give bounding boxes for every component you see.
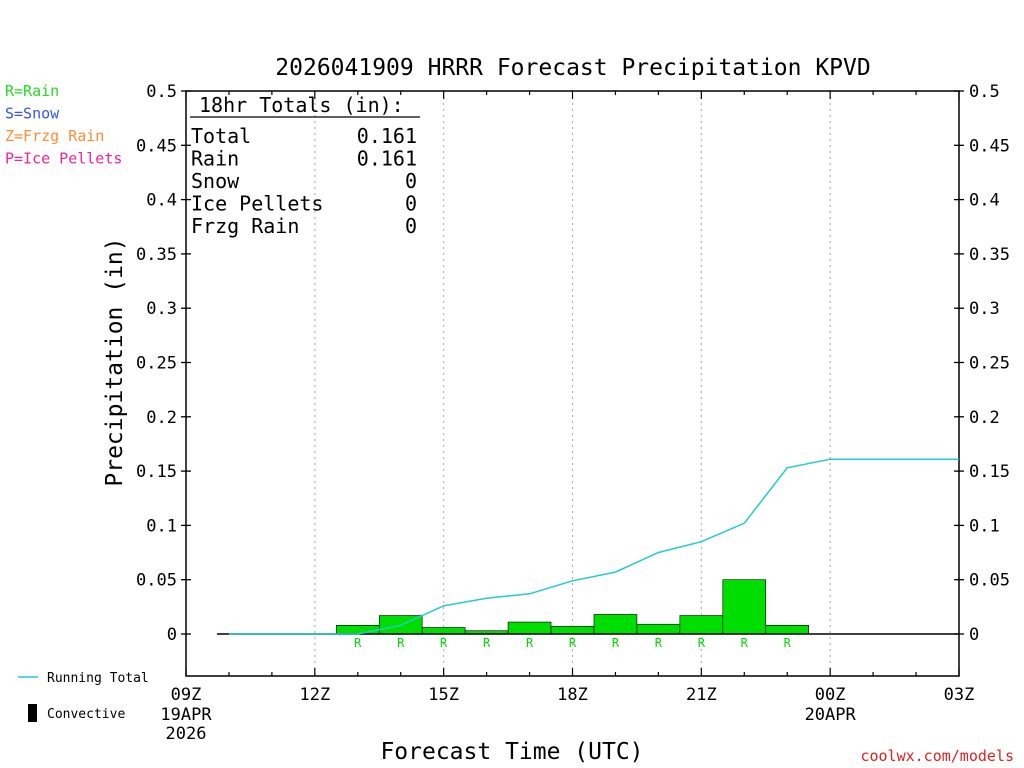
- y-tick-right-label: 0.35: [969, 245, 1010, 265]
- precip-type-code: R: [655, 636, 663, 650]
- precip-bar: [722, 579, 767, 635]
- precip-type-code: R: [440, 636, 448, 650]
- running-total-line: [228, 458, 959, 635]
- convective-legend-swatch: [28, 704, 37, 722]
- precip-type-code: R: [526, 636, 534, 650]
- x-tick-label: 09Z: [171, 685, 202, 705]
- totals-row-label: Frzg Rain: [191, 214, 299, 238]
- x-tick-label: 03Z: [944, 685, 975, 705]
- x-tick-label: 15Z: [428, 685, 459, 705]
- precip-type-code: R: [784, 636, 792, 650]
- running-total-legend: Running Total: [18, 671, 149, 686]
- y-tick-left-label: 0.2: [146, 408, 177, 428]
- y-tick-right-label: 0.25: [969, 354, 1010, 374]
- y-tick-right-label: 0.4: [969, 191, 1000, 211]
- y-tick-right-label: 0.15: [969, 462, 1010, 482]
- y-tick-left-label: 0.1: [146, 516, 177, 536]
- legend-type-2: Z=Frzg Rain: [5, 127, 104, 145]
- y-tick-left-label: 0: [167, 625, 177, 645]
- precip-type-code: R: [483, 636, 491, 650]
- y-tick-left-label: 0.25: [136, 354, 177, 374]
- vertical-gridlines: [314, 91, 831, 676]
- y-tick-right-label: 0.2: [969, 408, 1000, 428]
- x-tick-date-label: 20APR: [805, 705, 857, 725]
- totals-row-value: 0.161: [357, 124, 417, 148]
- x-tick-label: 21Z: [686, 685, 717, 705]
- convective-legend-label: Convective: [47, 707, 125, 722]
- y-tick-right-label: 0.05: [969, 571, 1010, 591]
- totals-heading: 18hr Totals (in):: [199, 93, 404, 117]
- y-axis-left: 0 0.05 0.1 0.15 0.2 0.25 0.3 0.35 0.4 0.45 0.5: [136, 82, 191, 645]
- totals-row-value: 0.161: [357, 147, 417, 171]
- precip-bar: [336, 625, 380, 635]
- precip-type-code: R: [612, 636, 620, 650]
- precip-bar: [550, 626, 595, 635]
- totals-row-label: Ice Pellets: [191, 192, 323, 216]
- chart-title: 2026041909 HRRR Forecast Precipitation K…: [275, 55, 870, 81]
- y-tick-left-label: 0.45: [136, 136, 177, 156]
- precip-bar: [507, 621, 552, 635]
- totals-box: 18hr Totals (in): Total 0.161 Rain 0.161 Sno…: [190, 93, 420, 238]
- plot-frame: [185, 90, 960, 677]
- legend-type-3: P=Ice Pellets: [5, 150, 122, 168]
- precip-type-legend: R=Rain S=Snow Z=Frzg Rain P=Ice Pellets: [5, 82, 122, 168]
- legend-type-0: R=Rain: [5, 82, 59, 100]
- y-tick-right-label: 0.5: [969, 82, 1000, 102]
- totals-row-value: 0: [405, 214, 417, 238]
- totals-row-label: Rain: [191, 147, 239, 171]
- precip-bar: [421, 627, 466, 635]
- y-tick-left-label: 0.35: [136, 245, 177, 265]
- totals-row-label: Snow: [191, 169, 240, 193]
- x-axis-title: Forecast Time (UTC): [380, 739, 643, 765]
- y-tick-right-label: 0: [969, 625, 979, 645]
- x-tick-label: 00Z: [815, 685, 846, 705]
- y-tick-left-label: 0.4: [146, 191, 177, 211]
- credit-text: coolwx.com/models: [860, 747, 1014, 765]
- precip-bar: [593, 614, 638, 635]
- totals-row-value: 0: [405, 192, 417, 216]
- precip-type-code: R: [741, 636, 749, 650]
- precip-bar: [765, 625, 809, 635]
- y-tick-right-label: 0.1: [969, 516, 1000, 536]
- precip-bar: [679, 615, 724, 635]
- y-tick-left-label: 0.05: [136, 571, 177, 591]
- y-axis-right: 0 0.05 0.1 0.15 0.2 0.25 0.3 0.35 0.4 0.45 0.5: [954, 82, 1010, 645]
- x-tick-year-label: 2026: [166, 724, 207, 744]
- totals-row-label: Total: [191, 124, 251, 148]
- x-tick-date-label: 19APR: [160, 705, 212, 725]
- precip-bar: [636, 623, 681, 635]
- totals-row-value: 0: [405, 169, 417, 193]
- precip-type-code: R: [698, 636, 706, 650]
- y-tick-right-label: 0.45: [969, 136, 1010, 156]
- x-tick-label: 12Z: [299, 685, 330, 705]
- x-tick-label: 18Z: [557, 685, 588, 705]
- y-tick-left-label: 0.15: [136, 462, 177, 482]
- y-tick-left-label: 0.3: [146, 299, 177, 319]
- convective-legend: Convective: [28, 704, 125, 722]
- y-axis-title: Precipitation (in): [102, 237, 128, 486]
- running-total-legend-label: Running Total: [47, 671, 149, 686]
- precip-type-code: R: [354, 636, 362, 650]
- precip-type-code: R: [397, 636, 405, 650]
- y-tick-right-label: 0.3: [969, 299, 1000, 319]
- y-tick-left-label: 0.5: [146, 82, 177, 102]
- legend-type-1: S=Snow: [5, 105, 60, 123]
- precip-type-code: R: [569, 636, 577, 650]
